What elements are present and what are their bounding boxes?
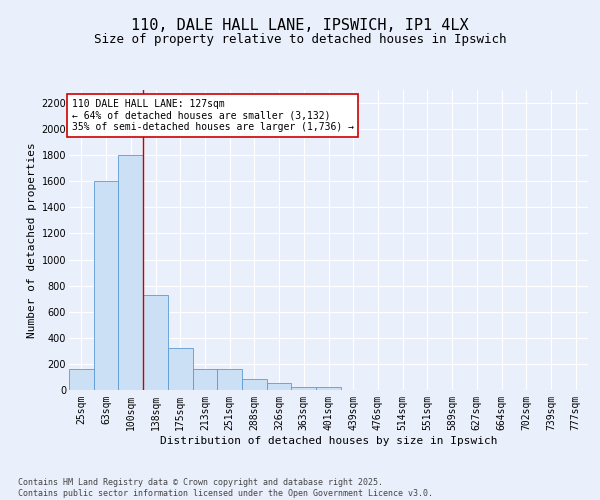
Bar [292,386,316,390]
X-axis label: Distribution of detached houses by size in Ipswich: Distribution of detached houses by size … [160,436,497,446]
Text: Size of property relative to detached houses in Ipswich: Size of property relative to detached ho… [94,32,506,46]
Text: 110, DALE HALL LANE, IPSWICH, IP1 4LX: 110, DALE HALL LANE, IPSWICH, IP1 4LX [131,18,469,32]
Y-axis label: Number of detached properties: Number of detached properties [28,142,37,338]
Bar [193,369,217,390]
Bar [316,388,341,390]
Bar [242,379,267,390]
Bar [168,348,193,390]
Bar [267,384,292,390]
Bar [143,296,168,390]
Bar [217,369,242,390]
Text: 110 DALE HALL LANE: 127sqm
← 64% of detached houses are smaller (3,132)
35% of s: 110 DALE HALL LANE: 127sqm ← 64% of deta… [71,99,353,132]
Bar [94,182,118,390]
Bar [69,369,94,390]
Text: Contains HM Land Registry data © Crown copyright and database right 2025.
Contai: Contains HM Land Registry data © Crown c… [18,478,433,498]
Bar [118,155,143,390]
